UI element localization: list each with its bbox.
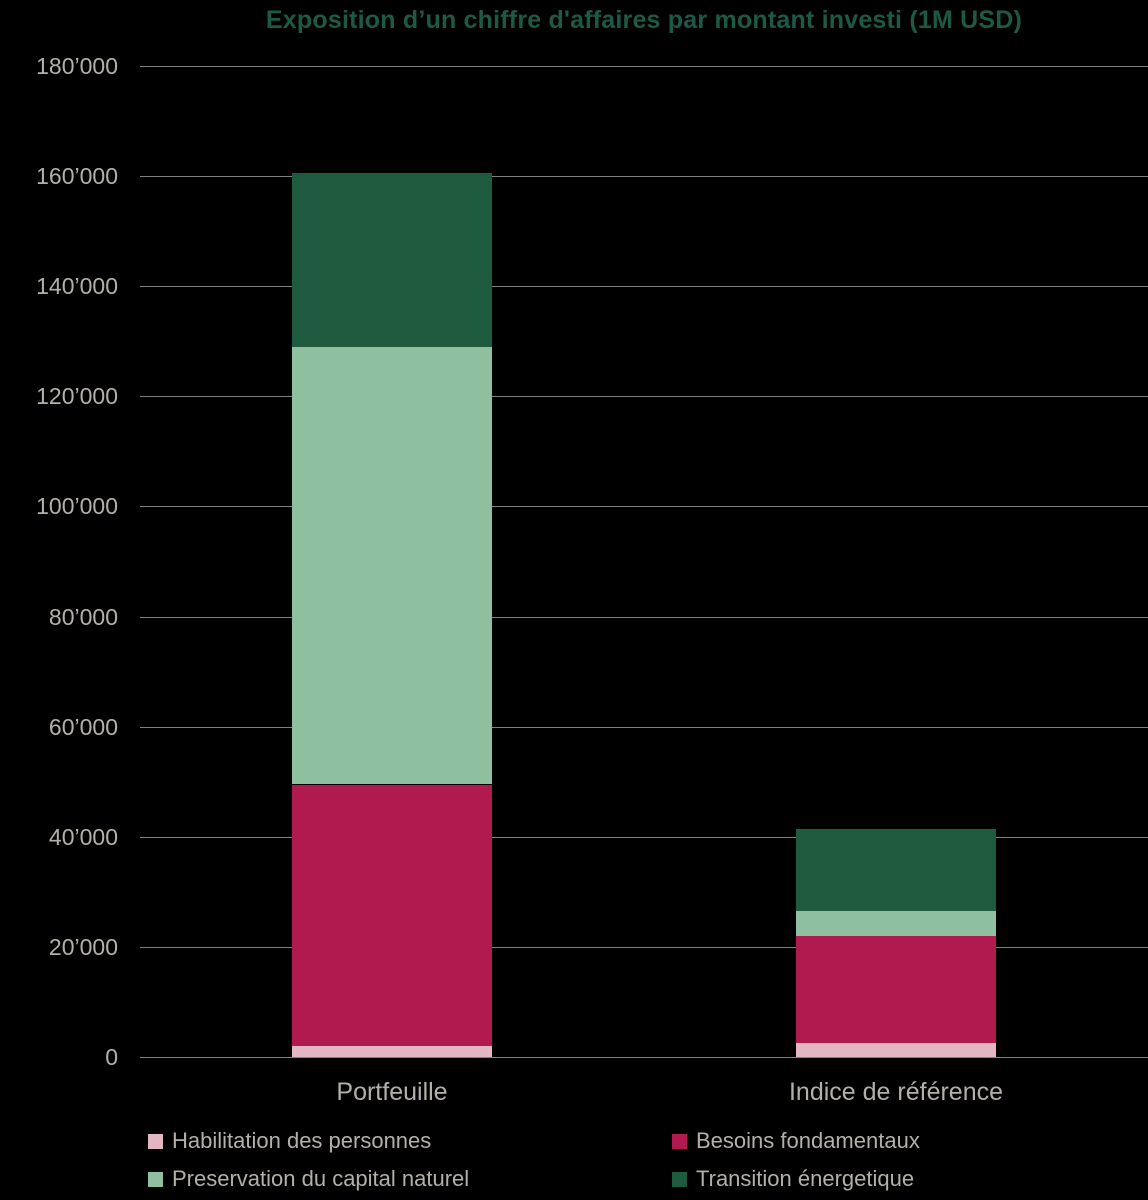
y-tick-label: 20’000 — [48, 933, 118, 960]
gridline — [140, 176, 1148, 178]
y-tick-label: 60’000 — [48, 713, 118, 740]
bar-segment — [796, 1043, 996, 1057]
x-tick-label: Portfeuille — [336, 1078, 448, 1106]
bar-segment — [796, 911, 996, 936]
legend-swatch — [672, 1133, 687, 1149]
y-tick-label: 40’000 — [48, 823, 118, 850]
plot-area — [140, 66, 1148, 1058]
legend-item: Besoins fondamentaux — [672, 1128, 920, 1154]
legend-label: Transition énergetique — [696, 1166, 915, 1191]
legend-label: Besoins fondamentaux — [696, 1128, 920, 1153]
legend-label: Habilitation des personnes — [172, 1128, 432, 1153]
bar-segment — [292, 346, 492, 785]
legend-swatch — [148, 1133, 163, 1149]
legend-swatch — [672, 1171, 687, 1187]
y-tick-label: 160’000 — [36, 163, 118, 190]
legend-swatch — [148, 1171, 163, 1187]
legend-item: Habilitation des personnes — [148, 1128, 431, 1154]
bar-segment — [796, 935, 996, 1044]
bar-segment — [292, 173, 492, 347]
bar-segment — [292, 1046, 492, 1057]
y-tick-label: 140’000 — [36, 273, 118, 300]
gridline — [140, 66, 1148, 67]
y-tick-label: 180’000 — [36, 53, 118, 79]
y-tick-label: 80’000 — [48, 603, 118, 630]
gridline — [140, 506, 1148, 508]
gridline — [140, 616, 1148, 618]
gridline — [140, 726, 1148, 728]
gridline — [140, 286, 1148, 288]
gridline — [140, 836, 1148, 838]
y-tick-label: 120’000 — [36, 383, 118, 410]
x-tick-label: Indice de référence — [788, 1078, 1004, 1106]
chart-title: Exposition d’un chiffre d'affaires par m… — [265, 6, 1023, 34]
gridline — [140, 946, 1148, 948]
bar-segment — [796, 828, 996, 912]
y-tick-label: 0 — [105, 1044, 118, 1070]
bar-segment — [292, 784, 492, 1046]
gridline — [140, 396, 1148, 398]
legend-item: Preservation du capital naturel — [148, 1166, 469, 1192]
legend-label: Preservation du capital naturel — [172, 1166, 470, 1191]
y-tick-label: 100’000 — [36, 493, 118, 520]
legend-item: Transition énergetique — [672, 1166, 914, 1192]
gridline — [140, 1057, 1148, 1058]
